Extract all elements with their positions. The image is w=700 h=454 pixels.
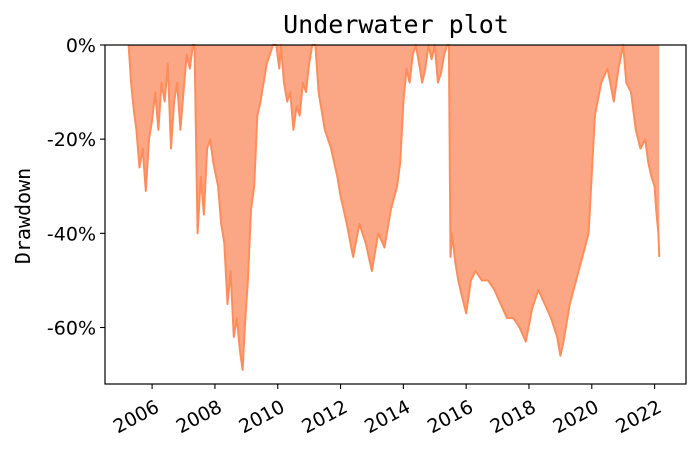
x-axis: 2006 2008 2010 2012 2014 2016 2018 2020 2022	[110, 384, 665, 438]
plot-area	[127, 44, 661, 371]
plot-frame	[104, 44, 687, 385]
x-tick-label: 2016	[424, 396, 477, 438]
drawdown-area	[128, 45, 660, 370]
drawdown-line	[127, 44, 661, 371]
y-axis-label: Drawdown	[11, 168, 35, 264]
x-tick-label: 2018	[487, 396, 540, 438]
x-tick-label: 2014	[361, 396, 414, 438]
y-axis: 0% -20% -40% -60%	[47, 35, 105, 340]
y-tick-label: 0%	[66, 35, 96, 57]
y-tick-label: -40%	[47, 223, 96, 245]
x-tick-label: 2020	[549, 396, 602, 438]
x-tick-label: 2006	[110, 396, 163, 438]
x-tick-label: 2010	[235, 396, 288, 438]
x-tick-label: 2022	[612, 396, 665, 438]
y-tick-label: -60%	[47, 318, 96, 340]
x-tick-label: 2008	[173, 396, 226, 438]
x-tick-label: 2012	[298, 396, 351, 438]
y-tick-label: -20%	[47, 129, 96, 151]
chart-title: Underwater plot	[283, 10, 509, 39]
